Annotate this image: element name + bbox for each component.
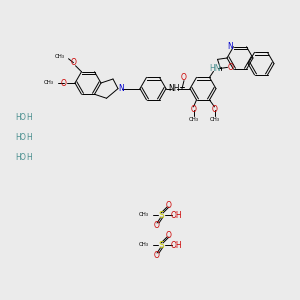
Text: H: H <box>26 134 32 142</box>
Text: NH: NH <box>168 84 180 93</box>
Text: O: O <box>154 251 160 260</box>
Text: CH₃: CH₃ <box>44 80 54 86</box>
Text: S: S <box>158 241 164 250</box>
Text: CH₃: CH₃ <box>139 212 149 217</box>
Text: O: O <box>228 63 233 72</box>
Text: S: S <box>158 211 164 220</box>
Text: N: N <box>118 84 124 93</box>
Text: H: H <box>26 113 32 122</box>
Text: H: H <box>15 113 21 122</box>
Text: O: O <box>154 221 160 230</box>
Text: O: O <box>166 230 172 239</box>
Text: O: O <box>166 200 172 209</box>
Text: H: H <box>26 154 32 163</box>
Text: H: H <box>15 134 21 142</box>
Text: H: H <box>15 154 21 163</box>
Text: O: O <box>70 58 76 67</box>
Text: OH: OH <box>170 211 182 220</box>
Text: OH: OH <box>170 241 182 250</box>
Text: CH₃: CH₃ <box>209 117 220 122</box>
Text: O: O <box>20 134 26 142</box>
Text: CH₃: CH₃ <box>139 242 149 247</box>
Text: CH₃: CH₃ <box>188 117 199 122</box>
Text: CH₃: CH₃ <box>54 54 64 59</box>
Text: O: O <box>61 79 67 88</box>
Text: O: O <box>190 105 196 114</box>
Text: O: O <box>212 105 218 114</box>
Text: O: O <box>20 113 26 122</box>
Text: N: N <box>228 42 233 51</box>
Text: O: O <box>20 154 26 163</box>
Text: O: O <box>181 73 187 82</box>
Text: HN: HN <box>209 64 220 73</box>
